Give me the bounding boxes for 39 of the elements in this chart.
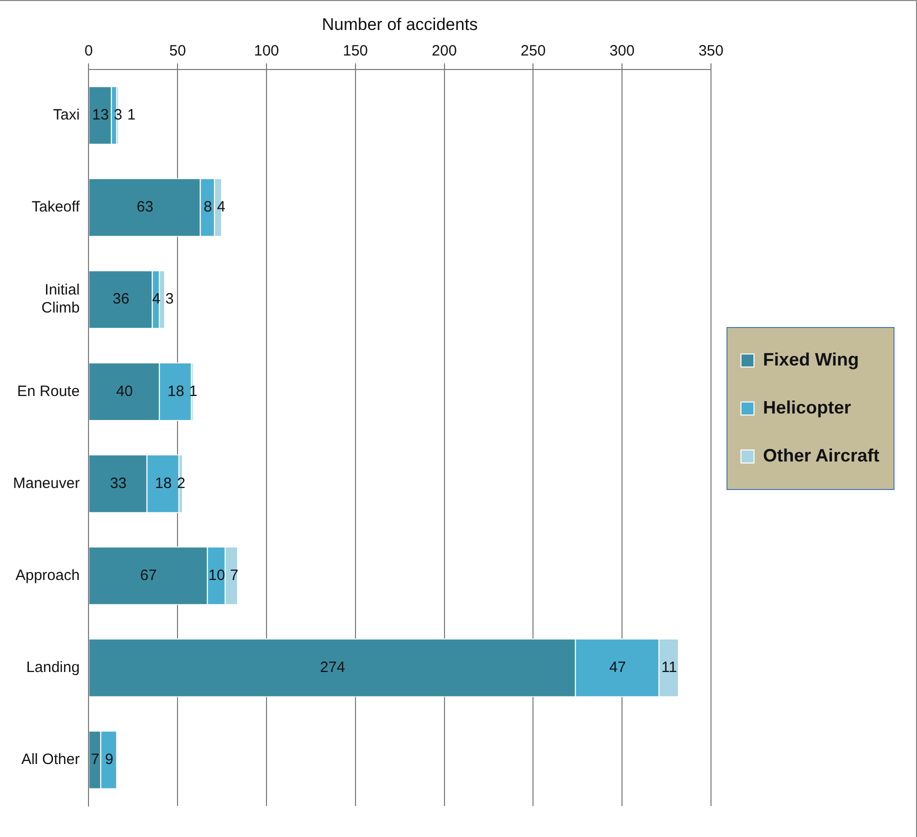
x-tick-label: 50: [169, 42, 186, 60]
data-label: 63: [136, 198, 154, 216]
x-tick-label: 350: [698, 42, 724, 60]
y-tick-label: Maneuver: [13, 474, 80, 492]
data-label: 18: [155, 474, 172, 492]
data-label: 36: [112, 290, 130, 308]
data-label: 18: [167, 382, 184, 400]
data-label: 11: [661, 659, 677, 676]
data-label: 40: [116, 382, 133, 400]
x-tick-label: 300: [610, 42, 635, 60]
data-label: 3: [165, 290, 174, 308]
data-label: 33: [110, 474, 127, 492]
y-tick-label: All Other: [21, 751, 80, 768]
data-label: 1: [127, 106, 136, 124]
y-tick-label: Takeoff: [32, 198, 81, 216]
data-label: 7: [230, 566, 238, 584]
x-tick-label: 0: [84, 42, 93, 60]
y-tick-label: Taxi: [53, 106, 80, 124]
legend-label: Other Aircraft: [762, 445, 880, 466]
x-tick-label: 100: [254, 42, 280, 60]
data-label: 13: [92, 106, 109, 124]
legend-label: Helicopter: [762, 397, 852, 418]
data-label: 8: [204, 198, 212, 216]
legend-label: Fixed Wing: [762, 349, 859, 370]
x-tick-label: 150: [342, 42, 368, 60]
data-label: 4: [216, 198, 226, 216]
data-label: 274: [320, 659, 346, 676]
x-axis-title: Number of accidents: [322, 14, 478, 34]
data-label: 47: [609, 659, 626, 676]
data-label: 7: [91, 751, 100, 768]
x-tick-label: 250: [520, 42, 546, 60]
data-label: 67: [140, 566, 157, 584]
data-label: 9: [104, 751, 114, 768]
y-tick-label: En Route: [17, 382, 80, 400]
y-tick-label: Approach: [15, 566, 80, 584]
y-tick-label: Initial Climb: [41, 282, 80, 317]
x-tick-label: 200: [432, 42, 457, 60]
y-tick-label: Landing: [26, 659, 80, 676]
data-label: 10: [208, 566, 226, 584]
